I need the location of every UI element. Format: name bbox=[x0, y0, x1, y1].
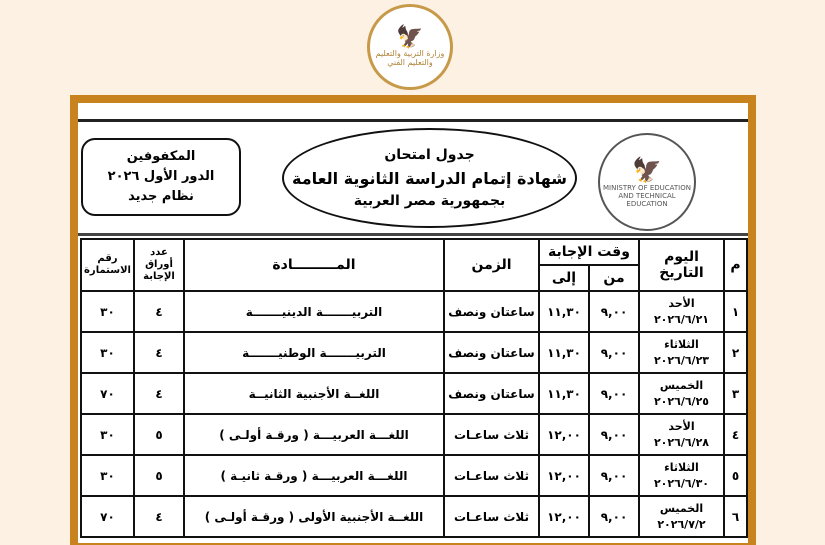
row-to: ١١,٣٠ bbox=[538, 372, 590, 415]
system: نظام جديد bbox=[128, 189, 194, 204]
row-day-date: الأحد ٢٠٢٦/٦/٢١ bbox=[638, 290, 725, 333]
exam-info-box: المكفوفين الدور الأول ٢٠٢٦ نظام جديد bbox=[81, 138, 241, 216]
row-num: ١ bbox=[723, 290, 748, 333]
row-subject: اللغـــة العربيـــة ( ورقـة أولـى ) bbox=[183, 413, 445, 456]
row-duration: ساعتان ونصف bbox=[443, 372, 540, 415]
row-duration: ساعتان ونصف bbox=[443, 290, 540, 333]
row-duration: ثلاث ساعـات bbox=[443, 413, 540, 456]
date: ٢٠٢٦/٧/٢ bbox=[657, 517, 706, 531]
row-from: ٩,٠٠ bbox=[588, 290, 640, 333]
row-subject: التربيـــــــة الوطنيـــــــة bbox=[183, 331, 445, 374]
row-to: ١١,٣٠ bbox=[538, 290, 590, 333]
day: الأحد bbox=[668, 296, 695, 310]
row-to: ١١,٣٠ bbox=[538, 331, 590, 374]
date: ٢٠٢٦/٦/٢١ bbox=[653, 312, 710, 326]
subtitle: شهادة إتمام الدراسة الثانوية العامة bbox=[292, 168, 567, 188]
row-subject: اللغـــة العربيـــة ( ورقـة ثانيـة ) bbox=[183, 454, 445, 497]
table-row: ١ الأحد ٢٠٢٦/٦/٢١ ٩,٠٠ ١١,٣٠ ساعتان ونصف … bbox=[80, 290, 748, 333]
category: المكفوفين bbox=[126, 149, 196, 164]
row-num: ٣ bbox=[723, 372, 748, 415]
table-row: ٤ الأحد ٢٠٢٦/٦/٢٨ ٩,٠٠ ١٢,٠٠ ثلاث ساعـات … bbox=[80, 413, 748, 456]
row-to: ١٢,٠٠ bbox=[538, 413, 590, 456]
col-day-date: اليوم التاريخ bbox=[638, 238, 725, 292]
row-subject: التربيـــــــة الدينيـــــــة bbox=[183, 290, 445, 333]
row-sheets: ٥ bbox=[133, 413, 185, 456]
row-form: ٣٠ bbox=[80, 331, 135, 374]
row-day-date: الخميس ٢٠٢٦/٦/٢٥ bbox=[638, 372, 725, 415]
h: أوراق bbox=[145, 259, 173, 270]
col-answer-time: وقت الإجابة bbox=[538, 238, 640, 266]
title-oval: جدول امتحان شهادة إتمام الدراسة الثانوية… bbox=[282, 128, 577, 228]
eagle-emblem-icon: 🦅 bbox=[632, 156, 662, 184]
date: ٢٠٢٦/٦/٢٨ bbox=[653, 435, 710, 449]
row-from: ٩,٠٠ bbox=[588, 413, 640, 456]
day: الخميس bbox=[659, 501, 704, 515]
col-sheets: عدد أوراق الإجابة bbox=[133, 238, 185, 292]
row-sheets: ٤ bbox=[133, 331, 185, 374]
h: عدد bbox=[150, 247, 168, 258]
day: الثلاثاء bbox=[664, 460, 699, 474]
ministry-seal: 🦅 MINISTRY OF EDUCATION AND TECHNICAL EDU… bbox=[598, 133, 696, 231]
country: بجمهورية مصر العربية bbox=[353, 192, 506, 209]
col-from: من bbox=[588, 264, 640, 292]
row-num: ٥ bbox=[723, 454, 748, 497]
ministry-logo: 🦅 وزارة التربية والتعليم والتعليم الفني bbox=[367, 4, 453, 90]
col-form: رقم الاستمارة bbox=[80, 238, 135, 292]
row-subject: اللغــة الأجنبية الثانيــة bbox=[183, 372, 445, 415]
header-date: التاريخ bbox=[659, 265, 704, 281]
h: الإجابة bbox=[143, 271, 175, 282]
date: ٢٠٢٦/٦/٣٠ bbox=[653, 476, 710, 490]
h: رقم bbox=[97, 253, 118, 264]
row-from: ٩,٠٠ bbox=[588, 331, 640, 374]
session: الدور الأول ٢٠٢٦ bbox=[107, 169, 215, 184]
row-sheets: ٤ bbox=[133, 290, 185, 333]
row-duration: ساعتان ونصف bbox=[443, 331, 540, 374]
table-row: ٢ الثلاثاء ٢٠٢٦/٦/٢٣ ٩,٠٠ ١١,٣٠ ساعتان ون… bbox=[80, 331, 748, 374]
row-sheets: ٥ bbox=[133, 454, 185, 497]
col-duration: الزمن bbox=[443, 238, 540, 292]
row-day-date: الثلاثاء ٢٠٢٦/٦/٣٠ bbox=[638, 454, 725, 497]
row-sheets: ٤ bbox=[133, 372, 185, 415]
col-subject: المـــــــــادة bbox=[183, 238, 445, 292]
logo-text: وزارة التربية والتعليم والتعليم الفني bbox=[375, 49, 445, 67]
row-day-date: الأحد ٢٠٢٦/٦/٢٨ bbox=[638, 413, 725, 456]
eagle-emblem-icon: 🦅 bbox=[396, 25, 424, 50]
seal-text: MINISTRY OF EDUCATION AND TECHNICAL EDUC… bbox=[603, 184, 691, 208]
table-row: ٣ الخميس ٢٠٢٦/٦/٢٥ ٩,٠٠ ١١,٣٠ ساعتان ونصف… bbox=[80, 372, 748, 415]
row-from: ٩,٠٠ bbox=[588, 372, 640, 415]
exam-schedule-table: م اليوم التاريخ وقت الإجابة الزمن المــــ… bbox=[80, 238, 748, 538]
col-num: م bbox=[723, 238, 748, 292]
row-duration: ثلاث ساعـات bbox=[443, 454, 540, 497]
row-from: ٩,٠٠ bbox=[588, 454, 640, 497]
row-form: ٣٠ bbox=[80, 290, 135, 333]
h: الاستمارة bbox=[84, 265, 131, 276]
row-form: ٣٠ bbox=[80, 454, 135, 497]
row-num: ٤ bbox=[723, 413, 748, 456]
row-form: ٧٠ bbox=[80, 372, 135, 415]
day: الخميس bbox=[659, 378, 704, 392]
day: الثلاثاء bbox=[664, 337, 699, 351]
day: الأحد bbox=[668, 419, 695, 433]
date: ٢٠٢٦/٦/٢٣ bbox=[653, 353, 710, 367]
divider bbox=[78, 233, 748, 236]
col-to: إلى bbox=[538, 264, 590, 292]
row-day-date: الثلاثاء ٢٠٢٦/٦/٢٣ bbox=[638, 331, 725, 374]
table-row: ٥ الثلاثاء ٢٠٢٦/٦/٣٠ ٩,٠٠ ١٢,٠٠ ثلاث ساعـ… bbox=[80, 454, 748, 497]
row-to: ١٢,٠٠ bbox=[538, 454, 590, 497]
header-day: اليوم bbox=[664, 249, 699, 265]
date: ٢٠٢٦/٦/٢٥ bbox=[653, 394, 710, 408]
row-form: ٣٠ bbox=[80, 413, 135, 456]
row-num: ٢ bbox=[723, 331, 748, 374]
divider bbox=[78, 119, 748, 122]
title: جدول امتحان bbox=[384, 146, 475, 163]
